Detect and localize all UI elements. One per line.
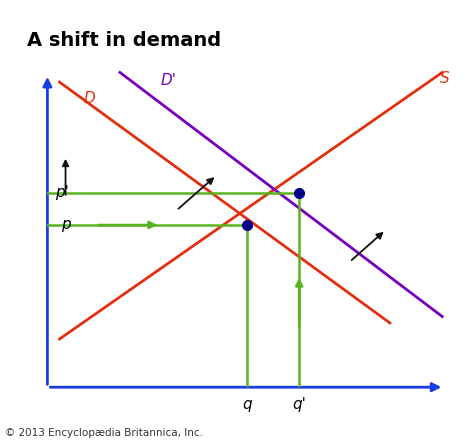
Text: q': q' <box>292 397 306 412</box>
Text: D: D <box>84 91 96 106</box>
Text: p': p' <box>55 185 68 200</box>
Text: q: q <box>242 397 252 412</box>
Text: D': D' <box>160 73 176 88</box>
Text: p: p <box>61 217 70 232</box>
Text: S: S <box>439 71 449 86</box>
Text: © 2013 Encyclopædia Britannica, Inc.: © 2013 Encyclopædia Britannica, Inc. <box>5 428 203 438</box>
Text: A shift in demand: A shift in demand <box>27 31 221 50</box>
